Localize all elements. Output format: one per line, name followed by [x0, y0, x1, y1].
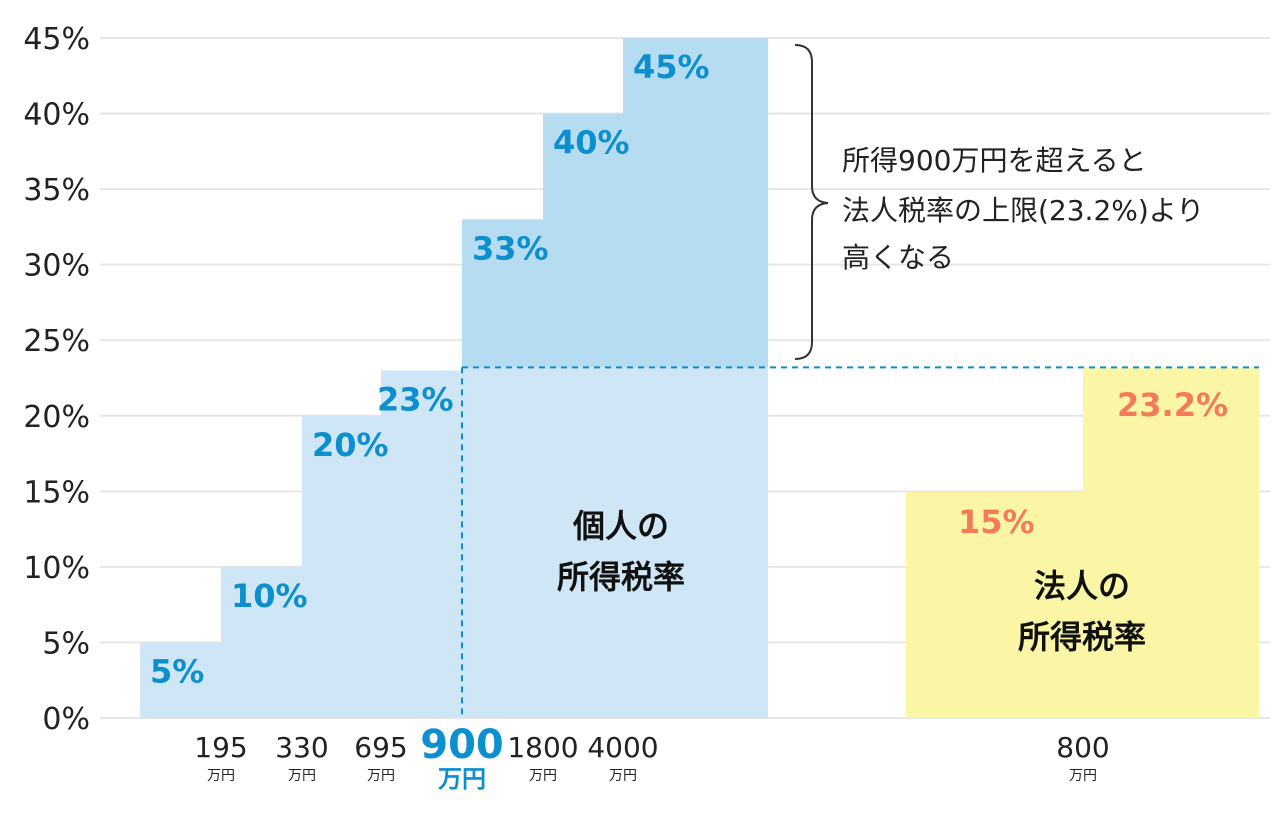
individual-bar-lower — [543, 367, 623, 718]
reference-line-group — [461, 366, 1259, 718]
x-threshold-value: 330 — [275, 731, 328, 764]
annotation-brace — [794, 44, 829, 360]
individual-bar — [543, 113, 623, 368]
y-tick-label: 45% — [23, 22, 90, 57]
x-threshold-value: 900 — [420, 722, 504, 768]
x-threshold-value: 1800 — [507, 731, 578, 764]
corporate-tax-bars — [906, 367, 1259, 718]
y-tick-label: 30% — [23, 249, 90, 284]
y-tick-label: 5% — [42, 626, 90, 661]
y-tick-label: 40% — [23, 98, 90, 133]
y-tick-label: 35% — [23, 173, 90, 208]
annotation-line2: 法人税率の上限(23.2%)より — [842, 194, 1204, 227]
individual-bar-lower — [623, 367, 768, 718]
bar-value-labels: 5% 10% 20% 23% 33% 40%45% 15% 23.2% — [150, 48, 1228, 690]
individual-bar-label: 5% — [150, 652, 204, 690]
individual-series-label-line1: 個人の — [572, 507, 669, 545]
x-threshold-unit: 万円 — [609, 768, 637, 784]
individual-bar-label: 20% — [312, 426, 389, 464]
corporate-bar — [1083, 367, 1259, 718]
individual-bar-label: 23% — [377, 380, 454, 418]
individual-bar-label: 33% — [472, 229, 549, 267]
corporate-bar-label: 23.2% — [1117, 386, 1228, 424]
x-threshold-value: 800 — [1056, 731, 1109, 764]
x-threshold-value: 195 — [194, 731, 247, 764]
y-tick-label: 0% — [42, 702, 90, 737]
individual-bar — [302, 415, 381, 718]
x-threshold-unit: 万円 — [438, 765, 486, 793]
y-tick-label: 25% — [23, 324, 90, 359]
x-threshold-value: 4000 — [587, 731, 658, 764]
x-threshold-value: 695 — [354, 731, 407, 764]
x-threshold-unit: 万円 — [288, 768, 316, 784]
individual-bar-label: 40% — [553, 124, 630, 162]
individual-bar — [221, 566, 302, 718]
individual-bar — [140, 642, 221, 718]
y-tick-label: 15% — [23, 475, 90, 510]
individual-bar-lower — [462, 367, 543, 718]
x-threshold-unit: 万円 — [1069, 768, 1097, 784]
annotation-line3: 高くなる — [842, 241, 954, 274]
y-tick-label: 20% — [23, 400, 90, 435]
y-tick-label: 10% — [23, 551, 90, 586]
individual-bar — [623, 38, 768, 368]
x-threshold-unit: 万円 — [367, 768, 395, 784]
individual-tax-bars — [140, 38, 768, 718]
annotation-line1: 所得900万円を超えると — [842, 144, 1147, 177]
individual-bar-label: 45% — [633, 48, 710, 86]
individual-series-label-line2: 所得税率 — [557, 558, 685, 596]
corporate-series-label-line1: 法人の — [1034, 567, 1130, 605]
x-threshold-unit: 万円 — [207, 768, 235, 784]
individual-bar — [381, 370, 462, 718]
individual-bar — [462, 219, 543, 368]
y-axis-ticks: 0% 5% 10% 15% 20% 25% 30% 35% 40% 45% — [23, 22, 90, 737]
x-threshold-unit: 万円 — [529, 768, 557, 784]
corporate-bar-label: 15% — [958, 503, 1035, 541]
corporate-series-label-line2: 所得税率 — [1018, 618, 1146, 656]
individual-bar-label: 10% — [231, 577, 308, 615]
